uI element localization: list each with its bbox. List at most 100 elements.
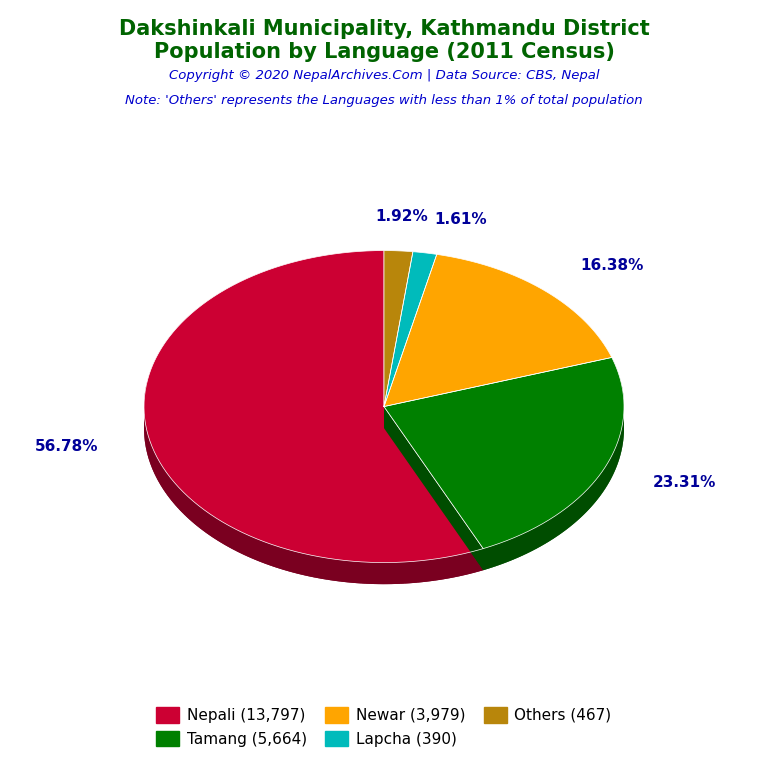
Polygon shape <box>581 495 582 517</box>
Polygon shape <box>513 538 515 560</box>
Polygon shape <box>575 500 576 523</box>
Polygon shape <box>587 489 588 511</box>
Polygon shape <box>493 545 495 568</box>
Polygon shape <box>268 543 271 566</box>
Polygon shape <box>507 540 508 562</box>
Polygon shape <box>501 542 502 564</box>
Polygon shape <box>332 559 336 581</box>
Polygon shape <box>434 558 439 581</box>
Polygon shape <box>172 480 174 504</box>
Polygon shape <box>384 252 437 406</box>
Polygon shape <box>595 480 596 502</box>
Polygon shape <box>525 532 526 554</box>
Polygon shape <box>586 490 587 512</box>
Polygon shape <box>544 522 545 545</box>
Polygon shape <box>264 541 268 564</box>
Polygon shape <box>154 452 156 476</box>
Polygon shape <box>530 530 531 552</box>
Polygon shape <box>531 529 533 551</box>
Polygon shape <box>199 505 201 529</box>
Polygon shape <box>157 457 158 482</box>
Polygon shape <box>311 555 315 578</box>
Polygon shape <box>392 562 396 584</box>
Polygon shape <box>588 488 589 511</box>
Polygon shape <box>362 562 366 584</box>
Polygon shape <box>384 357 624 548</box>
Polygon shape <box>561 511 562 533</box>
Polygon shape <box>323 558 328 580</box>
Polygon shape <box>485 548 486 570</box>
Polygon shape <box>492 545 493 568</box>
Polygon shape <box>508 539 510 561</box>
Polygon shape <box>564 508 566 531</box>
Polygon shape <box>590 486 591 508</box>
Polygon shape <box>177 485 179 509</box>
Polygon shape <box>447 556 451 579</box>
Polygon shape <box>357 561 362 584</box>
Text: 16.38%: 16.38% <box>581 258 644 273</box>
Polygon shape <box>592 483 594 505</box>
Polygon shape <box>246 534 250 558</box>
Polygon shape <box>158 460 160 484</box>
Polygon shape <box>495 545 496 567</box>
Polygon shape <box>558 513 559 536</box>
Polygon shape <box>287 549 291 572</box>
Polygon shape <box>528 531 530 553</box>
Polygon shape <box>148 435 149 460</box>
Polygon shape <box>275 545 279 568</box>
Polygon shape <box>582 494 583 516</box>
Polygon shape <box>546 521 548 543</box>
Polygon shape <box>583 493 584 515</box>
Polygon shape <box>517 536 518 558</box>
Polygon shape <box>574 502 575 524</box>
Polygon shape <box>542 523 544 545</box>
Polygon shape <box>554 516 555 538</box>
Polygon shape <box>479 548 483 571</box>
Polygon shape <box>204 510 207 534</box>
Polygon shape <box>430 559 434 581</box>
Polygon shape <box>253 538 257 561</box>
Polygon shape <box>472 551 475 574</box>
Polygon shape <box>150 441 151 465</box>
Polygon shape <box>541 524 542 546</box>
Polygon shape <box>207 512 210 535</box>
Polygon shape <box>499 543 501 565</box>
Polygon shape <box>353 561 357 583</box>
Polygon shape <box>496 544 498 566</box>
Polygon shape <box>156 455 157 478</box>
Polygon shape <box>190 499 194 523</box>
Polygon shape <box>578 498 579 520</box>
Text: Note: 'Others' represents the Languages with less than 1% of total population: Note: 'Others' represents the Languages … <box>125 94 643 107</box>
Polygon shape <box>526 531 528 554</box>
Polygon shape <box>210 514 213 538</box>
Polygon shape <box>163 468 165 492</box>
Polygon shape <box>551 518 553 540</box>
Polygon shape <box>502 541 504 564</box>
Polygon shape <box>515 536 517 558</box>
Polygon shape <box>257 538 260 562</box>
Polygon shape <box>490 546 492 568</box>
Polygon shape <box>384 250 413 406</box>
Polygon shape <box>340 560 345 582</box>
Polygon shape <box>486 547 488 569</box>
Polygon shape <box>260 540 264 563</box>
Polygon shape <box>455 554 459 578</box>
Polygon shape <box>144 250 483 562</box>
Polygon shape <box>188 497 190 521</box>
Polygon shape <box>417 561 422 583</box>
Polygon shape <box>535 527 537 549</box>
Polygon shape <box>239 531 243 554</box>
Polygon shape <box>279 547 283 570</box>
Text: 1.61%: 1.61% <box>434 211 486 227</box>
Polygon shape <box>566 508 567 530</box>
Polygon shape <box>425 560 430 582</box>
Polygon shape <box>451 555 455 578</box>
Polygon shape <box>236 529 239 552</box>
Polygon shape <box>549 519 550 541</box>
Polygon shape <box>299 552 303 575</box>
Polygon shape <box>383 562 387 584</box>
Polygon shape <box>307 554 311 577</box>
Polygon shape <box>181 490 184 514</box>
Polygon shape <box>569 505 571 528</box>
Polygon shape <box>144 272 483 584</box>
